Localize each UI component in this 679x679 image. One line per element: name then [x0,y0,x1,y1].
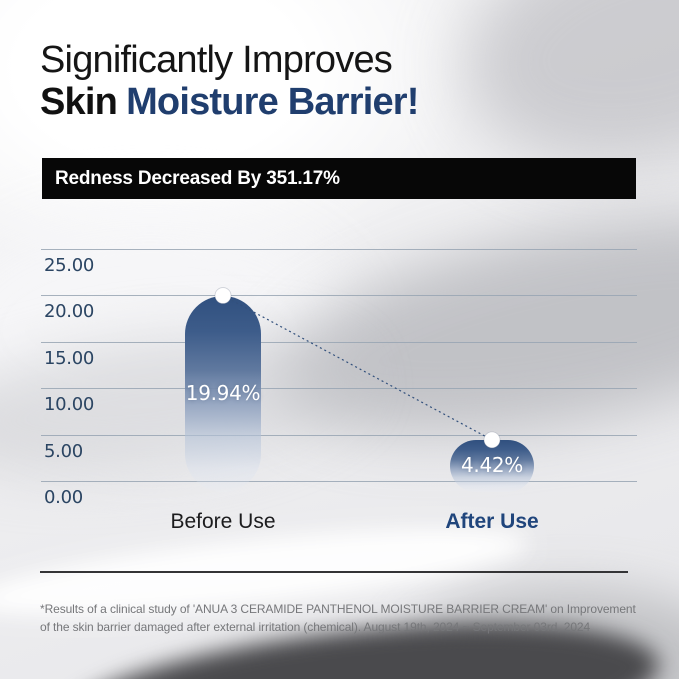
stat-banner: Redness Decreased By 351.17% [42,158,636,199]
gridline [41,388,637,389]
category-label-after-use: After Use [445,510,539,533]
y-axis-tick-label: 0.00 [44,487,83,508]
gridline [41,434,637,436]
gridline [41,481,637,482]
footnote: *Results of a clinical study of 'ANUA 3 … [40,601,640,636]
stat-banner-text: Redness Decreased By 351.17% [55,167,340,189]
gridline [41,341,637,343]
page-title: Significantly Improves Skin Moisture Barr… [40,40,419,122]
title-highlight-text: Moisture Barrier! [126,81,419,123]
y-axis-tick-label: 15.00 [44,347,95,369]
y-axis-tick-label: 10.00 [44,394,95,415]
gridline [41,295,637,296]
y-axis-tick-label: 5.00 [44,440,83,462]
gridline [41,248,637,250]
bar-value-label: 19.94% [185,380,261,405]
title-line-2: Skin Moisture Barrier! [40,82,419,122]
title-line-1: Significantly Improves [40,39,393,81]
title-skin-text: Skin [40,81,118,123]
category-label-before-use: Before Use [170,510,276,533]
footnote-line-1: *Results of a clinical study of 'ANUA 3 … [40,602,636,616]
footer-divider [40,571,628,573]
dashed-trend-line [222,295,493,441]
bar-value-label: 4.42% [460,452,524,477]
y-axis-tick-label: 25.00 [44,254,95,276]
bar-after-use [450,439,534,492]
footnote-line-2: of the skin barrier damaged after extern… [40,619,591,634]
y-axis-tick-label: 20.00 [44,301,95,322]
